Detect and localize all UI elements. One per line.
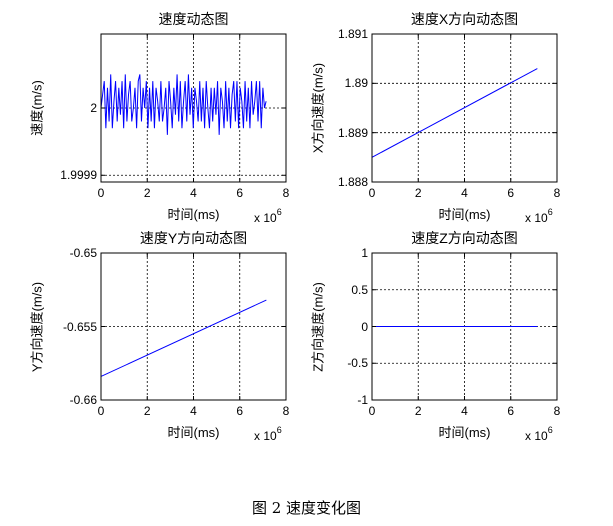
- x-tick-label: 2: [414, 404, 422, 418]
- x-axis-label: 时间(ms): [438, 207, 491, 222]
- x-axis-label: 时间(ms): [167, 425, 220, 440]
- chart-title: 速度X方向动态图: [410, 11, 519, 27]
- x-tick-label: 0: [97, 404, 105, 418]
- series-line: [371, 68, 538, 158]
- y-tick-label: -0.5: [347, 356, 368, 371]
- multiplier-exponent: 6: [276, 425, 282, 435]
- figure-caption: 图 2 速度变化图: [251, 499, 362, 517]
- chart-title: 速度Y方向动态图: [139, 230, 248, 246]
- y-tick-label: -0.66: [69, 393, 97, 407]
- x-tick-label: 0: [97, 186, 105, 200]
- series-line: [100, 299, 267, 377]
- y-tick-label: 0.5: [351, 282, 368, 297]
- series-line: [100, 74, 267, 135]
- chart-title: 速度动态图: [158, 11, 229, 27]
- y-tick-label: -0.655: [62, 319, 97, 334]
- y-tick-label: 2: [90, 101, 97, 115]
- x-tick-label: 8: [553, 186, 561, 200]
- multiplier-base: x 10: [254, 429, 277, 443]
- x-tick-label: 4: [461, 186, 468, 200]
- x-tick-label: 8: [553, 404, 561, 418]
- multiplier-base: x 10: [525, 429, 548, 443]
- multiplier-exponent: 6: [547, 207, 553, 217]
- x-tick-label: 6: [507, 186, 515, 200]
- y-tick-label: 1.888: [337, 175, 368, 189]
- y-axis-label: Z方向速度(m/s): [310, 281, 326, 372]
- y-tick-label: -1: [357, 393, 368, 407]
- x-tick-label: 4: [190, 186, 197, 200]
- x-tick-label: 0: [368, 186, 376, 200]
- multiplier-exponent: 6: [547, 425, 553, 435]
- y-tick-label: 1.9999: [60, 168, 97, 183]
- x-axis-label: 时间(ms): [167, 207, 220, 222]
- x-axis-multiplier: x 106: [525, 425, 553, 443]
- x-tick-label: 4: [461, 404, 468, 418]
- multiplier-base: x 10: [254, 211, 277, 225]
- x-tick-label: 2: [414, 186, 422, 200]
- y-tick-label: 1.891: [337, 27, 368, 41]
- y-tick-label: 1.89: [344, 76, 368, 91]
- y-tick-label: -0.65: [69, 246, 97, 260]
- x-tick-label: 6: [236, 404, 244, 418]
- x-tick-label: 8: [282, 186, 290, 200]
- x-tick-label: 0: [368, 404, 376, 418]
- x-tick-label: 4: [190, 404, 197, 418]
- x-axis-label: 时间(ms): [438, 425, 491, 440]
- y-tick-label: 1.889: [337, 125, 368, 140]
- x-tick-label: 6: [507, 404, 515, 418]
- x-tick-label: 2: [143, 404, 151, 418]
- x-axis-multiplier: x 106: [525, 207, 553, 225]
- x-axis-multiplier: x 106: [254, 425, 282, 443]
- chart-title: 速度Z方向动态图: [411, 230, 518, 246]
- x-tick-label: 8: [282, 404, 290, 418]
- y-tick-label: 0: [361, 319, 368, 334]
- y-tick-label: 1: [361, 246, 368, 260]
- x-tick-label: 2: [143, 186, 151, 200]
- x-tick-label: 6: [236, 186, 244, 200]
- multiplier-base: x 10: [525, 211, 548, 225]
- multiplier-exponent: 6: [276, 207, 282, 217]
- x-axis-multiplier: x 106: [254, 207, 282, 225]
